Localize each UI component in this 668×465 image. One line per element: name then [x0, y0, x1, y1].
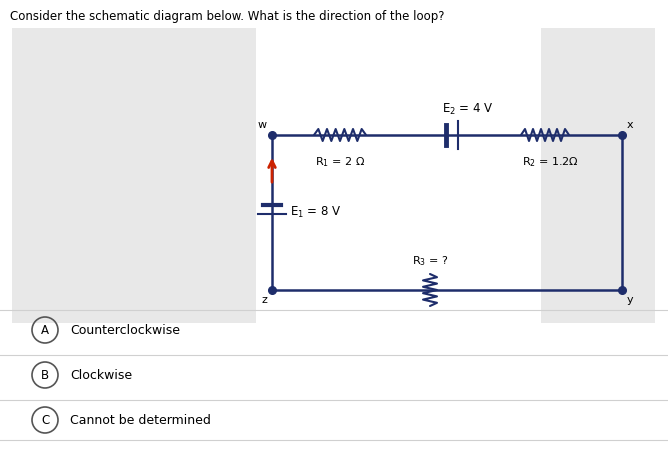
Text: Consider the schematic diagram below. What is the direction of the loop?: Consider the schematic diagram below. Wh…	[10, 10, 444, 23]
Text: R$_1$ = 2 Ω: R$_1$ = 2 Ω	[315, 155, 365, 169]
Text: R$_2$ = 1.2Ω: R$_2$ = 1.2Ω	[522, 155, 578, 169]
Text: C: C	[41, 413, 49, 426]
Text: Cannot be determined: Cannot be determined	[70, 413, 211, 426]
Text: R$_3$ = ?: R$_3$ = ?	[411, 254, 448, 268]
Text: A: A	[41, 324, 49, 337]
Text: B: B	[41, 368, 49, 381]
Text: x: x	[627, 120, 634, 130]
Text: Clockwise: Clockwise	[70, 368, 132, 381]
Text: z: z	[261, 295, 267, 305]
Text: E$_1$ = 8 V: E$_1$ = 8 V	[290, 205, 341, 219]
Text: y: y	[627, 295, 634, 305]
Text: w: w	[258, 120, 267, 130]
Text: Counterclockwise: Counterclockwise	[70, 324, 180, 337]
Text: E$_2$ = 4 V: E$_2$ = 4 V	[442, 102, 494, 117]
